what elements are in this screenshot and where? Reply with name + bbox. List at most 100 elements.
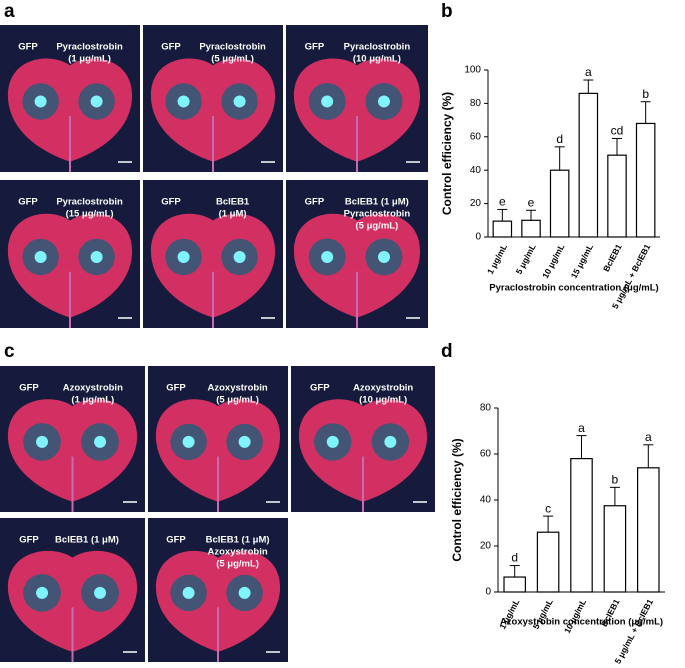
significance-letter: a	[585, 65, 592, 79]
photo-label: BcIEB1 (1 μM)	[55, 535, 119, 546]
bar	[503, 576, 526, 593]
gfp-spot	[321, 95, 334, 108]
gfp-spot	[182, 435, 195, 448]
photo-label: Azoxystrobin	[353, 383, 413, 394]
x-tick-label: 5 μg/mL	[514, 242, 538, 275]
significance-letter: d	[511, 551, 518, 565]
panel-letter: d	[441, 341, 453, 362]
bar	[607, 154, 627, 238]
y-tick-label: 80	[470, 98, 482, 109]
photo-label: GFP	[18, 42, 38, 53]
gfp-spot	[377, 250, 390, 263]
panel-letter: b	[441, 1, 453, 22]
gfp-spot	[90, 95, 103, 108]
significance-letter: a	[645, 430, 652, 444]
photo-label: GFP	[161, 197, 181, 208]
bar	[536, 531, 560, 593]
photo-label: (5 μg/mL)	[355, 221, 398, 232]
gfp-spot	[177, 95, 190, 108]
photo-label: GFP	[305, 42, 325, 53]
gfp-spot	[233, 250, 246, 263]
leaf-photo: GFP BcIEB1 (1 μM)Pyraclostrobin(5 μg/mL)	[286, 180, 428, 328]
leaf-photo: GFP Azoxystrobin(1 μg/mL)	[0, 366, 145, 512]
gfp-spot	[377, 95, 390, 108]
photo-label: (5 μg/mL)	[216, 559, 259, 570]
gfp-spot	[238, 435, 251, 448]
photo-label: (1 μg/mL)	[68, 54, 111, 65]
photo-label: (1 μg/mL)	[71, 395, 114, 406]
photo-label: Pyraclostrobin	[344, 209, 411, 220]
gfp-spot	[233, 95, 246, 108]
bar	[492, 220, 513, 238]
photo-label: Azoxystrobin	[208, 547, 268, 558]
panel-letter: c	[4, 341, 15, 362]
photo-label: GFP	[305, 197, 325, 208]
x-tick-label: 1 μg/mL	[485, 242, 509, 275]
leaf-photo: GFP Pyraclostrobin(10 μg/mL)	[286, 25, 428, 172]
significance-letter: b	[642, 87, 649, 101]
gfp-spot	[384, 435, 397, 448]
photo-label: Azoxystrobin	[63, 383, 123, 394]
y-tick-label: 20	[480, 541, 492, 552]
x-tick-label: 5 μg/mL + BcIEB1	[612, 597, 655, 665]
panel-letter: a	[4, 1, 15, 22]
gfp-spot	[182, 586, 195, 599]
y-tick-label: 0	[475, 232, 481, 243]
photo-label: GFP	[166, 535, 186, 546]
bar	[578, 92, 599, 238]
x-axis-title: Pyraclostrobin concentration (μg/mL)	[489, 283, 658, 294]
significance-letter: b	[612, 473, 619, 487]
photo-label: (1 μM)	[219, 209, 247, 220]
photo-label: (15 μg/mL)	[66, 209, 114, 220]
gfp-spot	[326, 435, 339, 448]
significance-letter: cd	[611, 124, 624, 138]
y-tick-label: 80	[480, 403, 492, 414]
photo-label: (5 μg/mL)	[216, 395, 259, 406]
leaf-photo: GFP BcIEB1(1 μM)	[143, 180, 283, 328]
bar	[521, 219, 541, 238]
leaf-photo: GFP Pyraclostrobin(15 μg/mL)	[0, 180, 140, 328]
y-tick-label: 20	[470, 198, 482, 209]
photo-label: GFP	[19, 535, 39, 546]
photo-label: BcIEB1	[216, 197, 250, 208]
gfp-spot	[321, 250, 334, 263]
gfp-spot	[34, 95, 47, 108]
x-tick-label: 10 μg/mL	[540, 242, 566, 280]
significance-letter: e	[528, 195, 535, 209]
y-axis-title: Control efficiency (%)	[440, 92, 454, 215]
photo-label: GFP	[19, 383, 39, 394]
gfp-spot	[90, 250, 103, 263]
y-tick-label: 60	[470, 131, 482, 142]
photo-label: GFP	[310, 383, 330, 394]
bar	[570, 458, 593, 593]
photo-label: (10 μg/mL)	[353, 54, 401, 65]
bar	[635, 122, 656, 238]
photo-label: GFP	[18, 197, 38, 208]
gfp-spot	[177, 250, 190, 263]
photo-label: GFP	[166, 383, 186, 394]
y-tick-label: 40	[480, 495, 492, 506]
leaf-photo: GFP BcIEB1 (1 μM)Azoxystrobin(5 μg/mL)	[148, 518, 288, 662]
bar	[603, 505, 627, 593]
photo-label: Pyraclostrobin	[56, 197, 123, 208]
significance-letter: a	[578, 421, 585, 435]
gfp-spot	[34, 250, 47, 263]
photo-label: BcIEB1 (1 μM)	[206, 535, 270, 546]
gfp-spot	[94, 435, 107, 448]
bar	[637, 467, 660, 593]
gfp-spot	[36, 435, 49, 448]
leaf-photo: GFP Azoxystrobin(10 μg/mL)	[291, 366, 435, 512]
y-tick-label: 0	[485, 587, 491, 598]
leaf-photo: GFP Azoxystrobin(5 μg/mL)	[148, 366, 288, 512]
leaf-photo: GFP BcIEB1 (1 μM)	[0, 518, 145, 662]
photo-label: (10 μg/mL)	[359, 395, 407, 406]
bar	[549, 169, 570, 238]
leaf-photo: GFP Pyraclostrobin(5 μg/mL)	[143, 25, 283, 172]
gfp-spot	[36, 586, 49, 599]
significance-letter: e	[499, 195, 506, 209]
gfp-spot	[238, 586, 251, 599]
photo-label: GFP	[161, 42, 181, 53]
y-axis-title: Control efficiency (%)	[450, 438, 464, 561]
significance-letter: c	[545, 501, 551, 515]
